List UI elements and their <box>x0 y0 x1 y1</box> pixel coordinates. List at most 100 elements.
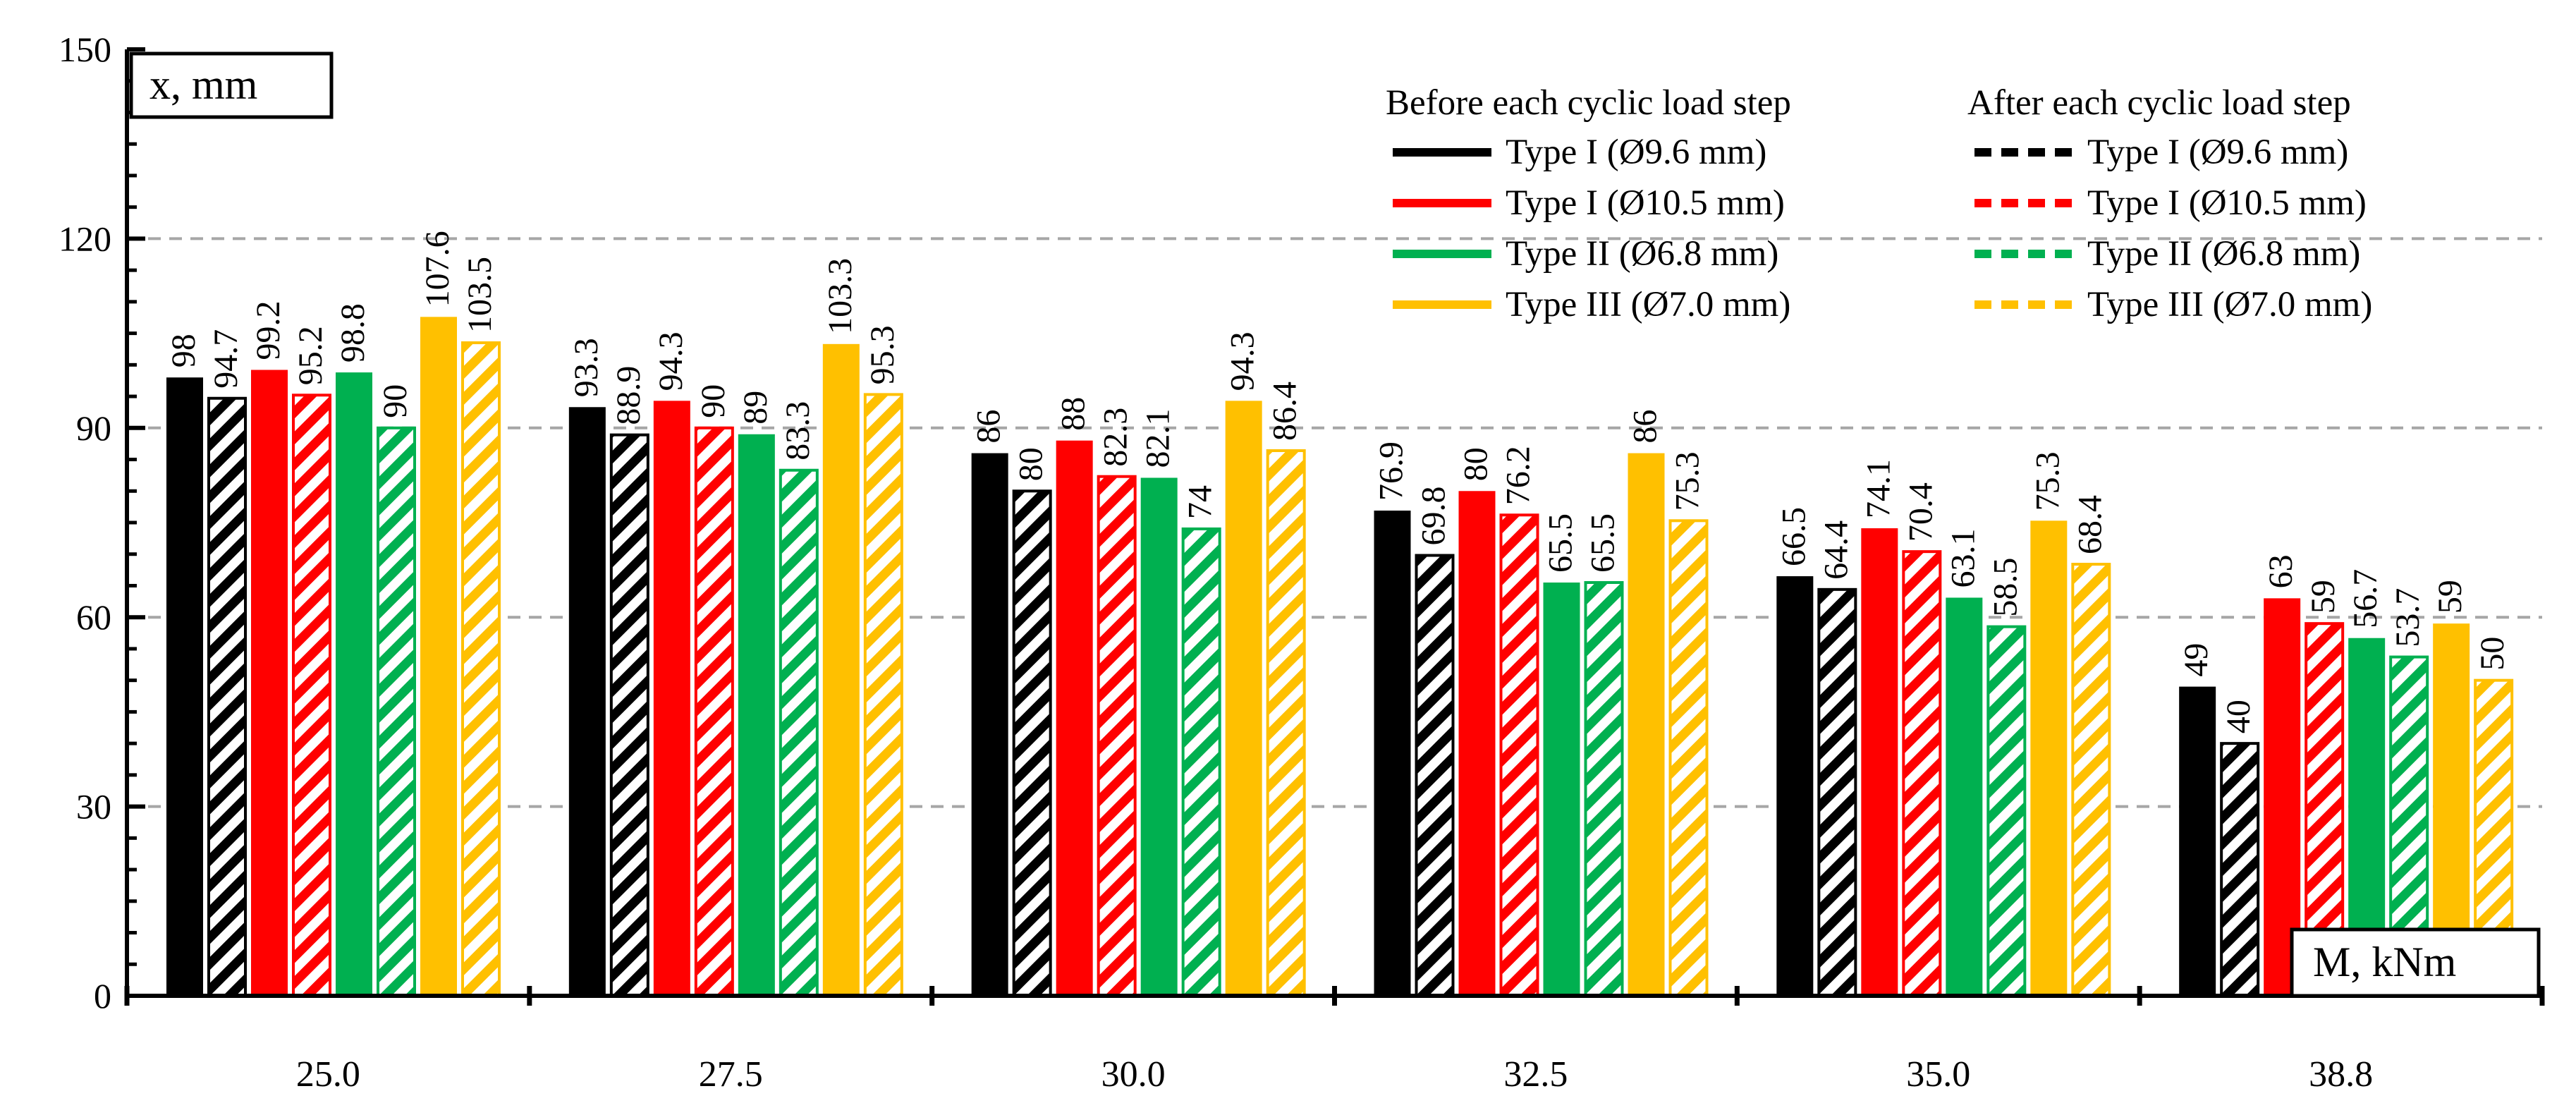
bar <box>1584 580 1624 997</box>
data-label: 50 <box>2474 637 2511 671</box>
data-label: 56.7 <box>2347 569 2384 628</box>
bar <box>1543 582 1580 996</box>
data-label: 98 <box>165 334 202 367</box>
legend-label: Type I (Ø9.6 mm) <box>1506 133 1766 172</box>
data-label: 82.3 <box>1097 408 1135 467</box>
data-label: 49 <box>2178 643 2215 677</box>
data-label: 64.4 <box>1817 520 1855 580</box>
data-label: 63.1 <box>1944 528 1982 587</box>
legend-label: Type I (Ø10.5 mm) <box>2087 183 2367 223</box>
data-label: 65.5 <box>1585 513 1622 573</box>
bar <box>420 317 457 997</box>
bar <box>1415 554 1455 997</box>
bar <box>1499 513 1539 997</box>
data-label: 89 <box>737 391 774 425</box>
data-label: 86 <box>1627 410 1664 444</box>
legend-header-before: Before each cyclic load step <box>1386 83 1791 123</box>
bar <box>1668 519 1709 997</box>
bar <box>694 426 734 997</box>
legend-label: Type I (Ø9.6 mm) <box>2087 133 2348 172</box>
data-label: 103.3 <box>822 258 859 334</box>
bar <box>1374 511 1411 996</box>
data-label: 95.3 <box>864 325 901 384</box>
bar <box>166 377 203 996</box>
bar <box>1458 491 1496 996</box>
bar <box>1817 587 1857 997</box>
x-tick-label: 27.5 <box>699 1054 763 1095</box>
axis-titles: x, mm M, kNm <box>129 51 2541 998</box>
data-label: 98.8 <box>334 303 372 362</box>
data-label: 94.3 <box>1224 331 1262 391</box>
data-label: 74 <box>1182 485 1219 519</box>
data-label: 82.1 <box>1140 408 1177 468</box>
data-label: 59 <box>2431 580 2469 614</box>
bar <box>863 393 903 997</box>
bar <box>1902 550 1942 997</box>
bars <box>166 317 2514 998</box>
data-label: 75.3 <box>1669 451 1707 511</box>
data-label: 58.5 <box>1986 558 2024 617</box>
bar <box>609 433 649 997</box>
y-tick-label: 150 <box>59 30 111 69</box>
y-axis-title: x, mm <box>149 61 257 108</box>
legend-label: Type III (Ø7.0 mm) <box>2087 285 2372 324</box>
bar <box>336 372 372 996</box>
data-label: 94.7 <box>207 329 245 389</box>
y-tick-label: 60 <box>76 597 111 637</box>
data-label: 83.3 <box>779 401 817 461</box>
data-label: 80 <box>1458 447 1495 481</box>
bar <box>2220 742 2260 997</box>
bar <box>1097 475 1137 997</box>
bar <box>251 370 288 996</box>
bar <box>1225 401 1262 996</box>
bar <box>207 396 247 997</box>
data-label: 93.3 <box>568 338 605 397</box>
legend-label: Type III (Ø7.0 mm) <box>1506 285 1790 324</box>
bar <box>2030 520 2068 996</box>
bar <box>971 453 1008 996</box>
data-label: 80 <box>1013 447 1050 481</box>
data-label: 65.5 <box>1542 513 1580 573</box>
data-label: 70.4 <box>1902 482 1939 542</box>
bar <box>1181 527 1221 997</box>
y-tick-label: 90 <box>76 408 111 448</box>
x-tick-label: 35.0 <box>1906 1054 1970 1095</box>
bar <box>822 343 860 996</box>
data-label: 86.4 <box>1266 382 1304 441</box>
data-label: 88 <box>1055 397 1092 431</box>
bar <box>653 401 690 996</box>
legend: Before each cyclic load step After each c… <box>1386 83 2372 324</box>
bar <box>2179 686 2216 996</box>
bar <box>1012 489 1052 997</box>
bar <box>461 341 501 997</box>
y-tick-label: 0 <box>94 976 111 1016</box>
data-label: 76.2 <box>1500 446 1537 505</box>
bar <box>1861 528 1898 996</box>
data-label: 94.3 <box>652 331 690 391</box>
bar <box>292 394 331 997</box>
bar <box>1140 477 1178 996</box>
axes: 0 30 60 90 120 150 25.0 27.5 30.0 32.5 35.0 38.8 <box>59 30 2545 1095</box>
data-label: 88.9 <box>610 366 647 425</box>
x-axis-title: M, kNm <box>2313 939 2456 985</box>
data-label: 68.4 <box>2071 495 2108 554</box>
x-tick-label: 25.0 <box>296 1054 360 1095</box>
legend-header-after: After each cyclic load step <box>1967 83 2351 123</box>
bar <box>779 468 819 997</box>
data-label: 76.9 <box>1373 441 1410 501</box>
y-tick-label: 120 <box>59 219 111 258</box>
grid-lines <box>127 237 2542 808</box>
bar <box>2071 563 2111 997</box>
data-label: 99.2 <box>250 300 287 360</box>
bar <box>1266 449 1306 997</box>
bar <box>1628 453 1665 996</box>
data-label: 90 <box>377 384 414 418</box>
bar <box>738 434 775 996</box>
legend-label: Type I (Ø10.5 mm) <box>1506 183 1785 223</box>
bar <box>1776 576 1814 996</box>
bar <box>1986 625 2027 997</box>
bar <box>377 426 416 997</box>
legend-label: Type II (Ø6.8 mm) <box>1506 234 1778 274</box>
